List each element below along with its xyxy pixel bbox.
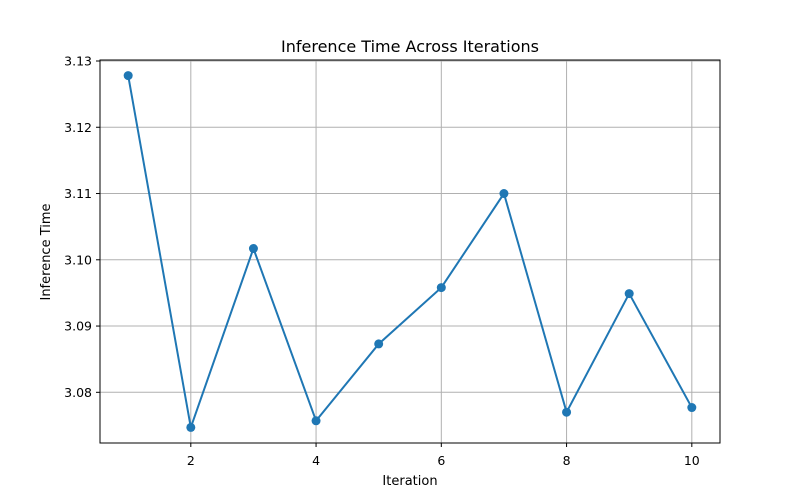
x-tick-label: 6 (437, 453, 445, 468)
data-point (624, 289, 634, 299)
plot-frame (99, 59, 721, 444)
y-tick-label: 3.13 (64, 53, 92, 68)
data-point (687, 403, 697, 413)
data-point (436, 283, 446, 293)
x-tick-label: 8 (563, 453, 571, 468)
y-tick-label: 3.11 (64, 186, 92, 201)
y-tick-label: 3.08 (64, 385, 92, 400)
data-point (499, 189, 509, 199)
data-series (123, 71, 697, 432)
data-point (123, 71, 133, 81)
data-point (186, 422, 196, 432)
data-point (562, 407, 572, 417)
y-tick-label: 3.10 (64, 252, 92, 267)
x-tick-label: 2 (187, 453, 195, 468)
data-point (248, 244, 258, 254)
series-line (127, 75, 693, 432)
x-axis-label: Iteration (382, 474, 437, 489)
data-point (374, 339, 384, 349)
chart-title: Inference Time Across Iterations (281, 37, 539, 56)
data-point (311, 416, 321, 426)
axis-ticks: 2 4 6 8 10 3.08 3.09 3.10 3.11 3.12 3.13 (64, 53, 700, 468)
grid-lines (100, 60, 720, 443)
y-axis-label: Inference Time (39, 203, 54, 300)
y-tick-label: 3.12 (64, 120, 92, 135)
x-tick-label: 4 (312, 453, 320, 468)
x-tick-label: 10 (684, 453, 700, 468)
y-tick-label: 3.09 (64, 319, 92, 334)
